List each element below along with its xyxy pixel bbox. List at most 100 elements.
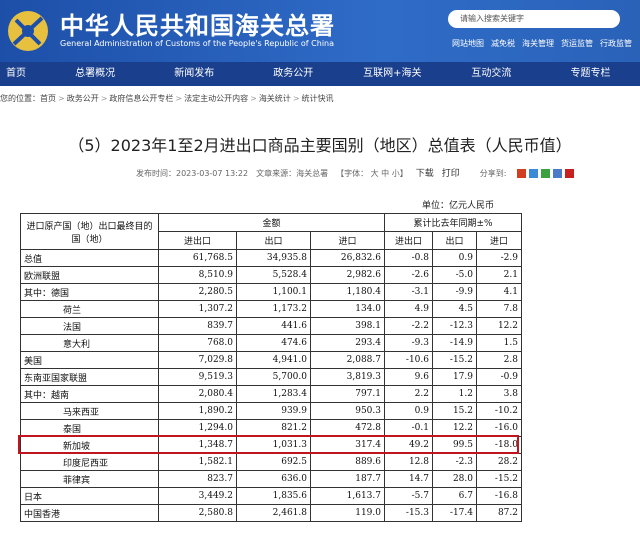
nav-item[interactable]: 专题专栏 [570,68,611,79]
table-row: 欧洲联盟 8,510.9 5,528.4 2,982.6 -2.6 -5.0 2.1 [20,266,522,284]
value-cell: 87.2 [476,504,522,522]
share: 分享到: [479,169,507,178]
table-row: 泰国 1,294.0 821.2 472.8 -0.1 12.2 -16.0 [20,419,522,437]
value-cell: 4.5 [432,300,477,318]
name-cell: 泰国 [20,419,159,437]
print[interactable]: 打印 [441,169,460,179]
site-subtitle: General Administration of Customs of the… [60,39,335,48]
value-cell: 12.2 [476,317,522,335]
value-cell: -2.3 [432,453,477,471]
value-cell: -15.3 [384,504,433,522]
value-cell: 472.8 [310,419,385,437]
value-cell: 2.8 [476,351,522,369]
top-link[interactable]: 行政监管 [600,39,632,48]
value-cell: -15.2 [476,470,522,488]
value-cell: 636.0 [236,470,311,488]
published: 发布时间：2023-03-07 13:22 [136,169,249,178]
value-cell: 134.0 [310,300,385,318]
corner-cell: 进口原产国（地）出口最终目的国（地） [20,213,159,250]
value-cell: 2.1 [476,266,522,284]
logo [8,11,48,51]
value-cell: 9.6 [384,368,433,386]
value-cell: 187.7 [310,470,385,488]
breadcrumb-item[interactable]: 统计快讯 [301,94,334,103]
nav-item[interactable]: 首页 [6,68,26,79]
value-cell: 34,935.8 [236,249,311,267]
breadcrumb-item[interactable]: 政务公开 [66,94,99,103]
value-cell: -0.8 [384,249,433,267]
value-cell: -2.2 [384,317,433,335]
top-link[interactable]: 货运监管 [561,39,593,48]
name-cell: 其中：德国 [20,283,159,301]
top-link[interactable]: 网站地图 [452,39,484,48]
breadcrumb-item[interactable]: 首页 [40,94,56,103]
value-cell: -0.9 [476,368,522,386]
value-cell: 1,835.6 [236,487,311,505]
value-cell: -16.8 [476,487,522,505]
nav-item[interactable]: 新闻发布 [174,68,215,79]
value-cell: -16.0 [476,419,522,437]
value-cell: 823.7 [158,470,237,488]
nav-item[interactable]: 总署概况 [75,68,116,79]
value-cell: 12.8 [384,453,433,471]
nav-item[interactable]: 互动交流 [471,68,512,79]
nav-bar: 首页 总署概况 新闻发布 政务公开 互联网+海关 互动交流 专题专栏 [0,62,640,86]
value-cell: 28.0 [432,470,477,488]
value-cell: 3,819.3 [310,368,385,386]
value-cell: 692.5 [236,453,311,471]
data-table: 进口原产国（地）出口最终目的国（地） 金额 累计比去年同期±% 进出口 出口 进口 进出口出… [20,213,522,522]
breadcrumb-item[interactable]: 法定主动公开内容 [184,94,249,103]
table-row: 美国 7,029.8 4,941.0 2,088.7 -10.6 -15.2 2.8 [20,351,522,369]
table-row: 法国 839.7 441.6 398.1 -2.2 -12.3 12.2 [20,317,522,335]
value-cell: 15.2 [432,402,477,420]
name-cell: 日本 [20,487,159,505]
value-cell: 8,510.9 [158,266,237,284]
value-cell: 9,519.3 [158,368,237,386]
column-header: 进出口 [384,231,433,250]
font-size[interactable]: 【字体： 大 中 小】 [336,169,408,178]
value-cell: 61,768.5 [158,249,237,267]
column-header: 进出口 [158,231,237,250]
top-links: 网站地图 减免税 海关管理 货运监管 行政监管 [452,38,639,49]
value-cell: -9.9 [432,283,477,301]
breadcrumb-item[interactable]: 海关统计 [258,94,291,103]
value-cell: 0.9 [432,249,477,267]
name-cell: 菲律宾 [20,470,159,488]
value-cell: -14.9 [432,334,477,352]
value-cell: 950.3 [310,402,385,420]
table-row: 其中：越南 2,080.4 1,283.4 797.1 2.2 1.2 3.8 [20,385,522,403]
value-cell: 2,580.8 [158,504,237,522]
search-box[interactable]: 请输入搜索关键字 [448,10,620,28]
top-link[interactable]: 减免税 [491,39,515,48]
nav-item[interactable]: 互联网+海关 [363,68,422,79]
value-cell: 797.1 [310,385,385,403]
breadcrumb-item[interactable]: 政府信息公开专栏 [109,94,174,103]
value-cell: 26,832.6 [310,249,385,267]
nav-item[interactable]: 政务公开 [273,68,314,79]
name-cell: 其中：越南 [20,385,159,403]
value-cell: 28.2 [476,453,522,471]
value-cell: 14.7 [384,470,433,488]
value-cell: 398.1 [310,317,385,335]
value-cell: 7.8 [476,300,522,318]
share-icons[interactable] [517,168,585,179]
value-cell: 2,461.8 [236,504,311,522]
group-header: 累计比去年同期±% [384,213,522,232]
name-cell: 意大利 [20,334,159,352]
name-cell: 中国香港 [20,504,159,522]
top-link[interactable]: 海关管理 [522,39,554,48]
value-cell: -2.9 [476,249,522,267]
highlight-box [18,435,519,454]
value-cell: 1,582.1 [158,453,237,471]
column-header: 进口 [476,231,522,250]
name-cell: 印度尼西亚 [20,453,159,471]
breadcrumb-label: 您的位置： [0,94,40,103]
column-header: 进口 [310,231,385,250]
value-cell: -9.3 [384,334,433,352]
download[interactable]: 下载 [415,169,434,179]
value-cell: -15.2 [432,351,477,369]
value-cell: -10.6 [384,351,433,369]
value-cell: 1,283.4 [236,385,311,403]
header: 中华人民共和国海关总署 General Administration of Cu… [0,0,640,62]
